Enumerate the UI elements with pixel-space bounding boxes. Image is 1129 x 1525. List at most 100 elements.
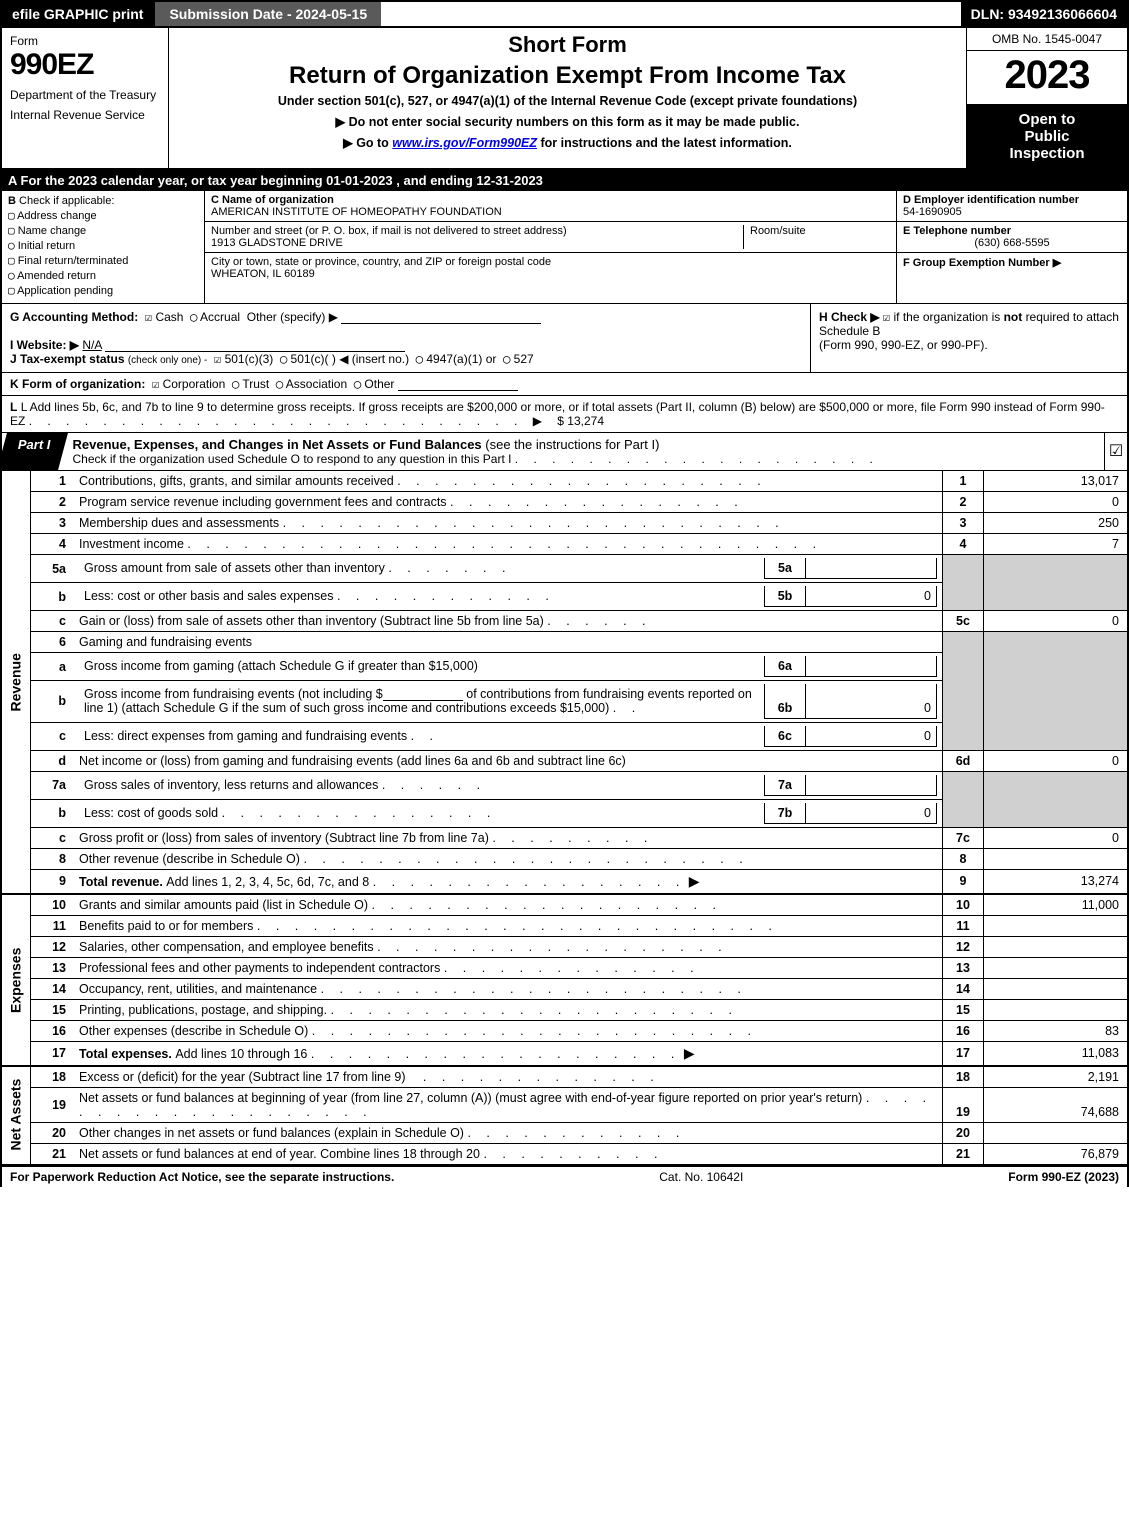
website-blank: [105, 339, 405, 352]
j-sub: (check only one) -: [128, 355, 207, 366]
l7c-n: c: [31, 827, 75, 848]
i-label: I Website: ▶: [10, 338, 79, 352]
page-footer: For Paperwork Reduction Act Notice, see …: [0, 1165, 1129, 1187]
chk-final-return[interactable]: ▢ Final return/terminated: [8, 254, 198, 267]
l7b-t: Less: cost of goods sold . . . . . . . .…: [74, 799, 943, 827]
l12-t: Salaries, other compensation, and employ…: [74, 936, 943, 957]
l4-v: 7: [984, 534, 1129, 555]
chk-name-change[interactable]: ▢ Name change: [8, 224, 198, 237]
l-dots: . . . . . . . . . . . . . . . . . . . . …: [29, 414, 558, 428]
l6c-n: c: [31, 722, 75, 750]
website-value: N/A: [82, 338, 101, 352]
l12-n: 12: [31, 936, 75, 957]
chk-527[interactable]: ◯: [503, 352, 510, 366]
goto-note: Go to www.irs.gov/Form990EZ for instruct…: [177, 135, 958, 150]
row-g-h: G Accounting Method: ☑ Cash ◯ Accrual Ot…: [0, 304, 1129, 373]
open-l2: Public: [971, 128, 1123, 145]
chk-other-org[interactable]: ◯: [354, 377, 361, 391]
l5a-n: 5a: [31, 555, 75, 583]
l3-n: 3: [31, 513, 75, 534]
expenses-tag: Expenses: [1, 894, 31, 1066]
l13-ln: 13: [943, 957, 984, 978]
l3-v: 250: [984, 513, 1129, 534]
b-title: Check if applicable:: [19, 195, 114, 207]
part1-schedule-o-check[interactable]: ☑: [1104, 433, 1127, 470]
chk-assoc[interactable]: ◯: [276, 377, 283, 391]
h-pre: H Check ▶: [819, 310, 883, 324]
l8-t: Other revenue (describe in Schedule O) .…: [74, 848, 943, 869]
l6d-v: 0: [984, 750, 1129, 771]
l19-v: 74,688: [984, 1087, 1129, 1122]
tax-year: 2023: [967, 51, 1127, 105]
l3-t: Membership dues and assessments . . . . …: [74, 513, 943, 534]
l19-n: 19: [31, 1087, 75, 1122]
info-grid: B Check if applicable: ▢ Address change …: [0, 191, 1129, 304]
l6b-n: b: [31, 681, 75, 723]
chk-amended-return[interactable]: ◯ Amended return: [8, 269, 198, 282]
section-a-bar: A For the 2023 calendar year, or tax yea…: [0, 170, 1129, 191]
l14-ln: 14: [943, 978, 984, 999]
org-name: AMERICAN INSTITUTE OF HOMEOPATHY FOUNDAT…: [211, 206, 502, 218]
chk-4947[interactable]: ◯: [416, 352, 423, 366]
chk-accrual[interactable]: ◯: [190, 310, 197, 324]
l16-v: 83: [984, 1020, 1129, 1041]
l3-ln: 3: [943, 513, 984, 534]
l12-v: [984, 936, 1129, 957]
l1-n: 1: [31, 471, 75, 492]
j-label: J Tax-exempt status: [10, 352, 125, 366]
l2-t: Program service revenue including govern…: [74, 492, 943, 513]
l9-n: 9: [31, 869, 75, 894]
form-header: Form 990EZ Department of the Treasury In…: [0, 28, 1129, 170]
chk-application-pending[interactable]: ▢ Application pending: [8, 284, 198, 297]
other-label: Other (specify) ▶: [247, 310, 338, 324]
chk-initial-return[interactable]: ◯ Initial return: [8, 239, 198, 252]
l6a-n: a: [31, 653, 75, 681]
l13-n: 13: [31, 957, 75, 978]
part1-table: Revenue 1 Contributions, gifts, grants, …: [0, 471, 1129, 1165]
netassets-tag: Net Assets: [1, 1066, 31, 1165]
chk-501c3[interactable]: ☑: [214, 352, 221, 366]
l15-ln: 15: [943, 999, 984, 1020]
dln-label: DLN: 93492136066604: [961, 2, 1127, 26]
revenue-tag: Revenue: [1, 471, 31, 894]
l11-v: [984, 915, 1129, 936]
irs-link[interactable]: www.irs.gov/Form990EZ: [392, 136, 537, 150]
part1-title: Revenue, Expenses, and Changes in Net As…: [73, 433, 1104, 470]
l11-t: Benefits paid to or for members . . . . …: [74, 915, 943, 936]
other-blank[interactable]: [341, 311, 541, 324]
row-l: L L Add lines 5b, 6c, and 7b to line 9 t…: [0, 396, 1129, 433]
ssn-warning: Do not enter social security numbers on …: [177, 114, 958, 129]
k-other-blank[interactable]: [398, 378, 518, 391]
l6-t: Gaming and fundraising events: [74, 632, 943, 653]
chk-cash[interactable]: ☑: [145, 310, 152, 324]
l1-v: 13,017: [984, 471, 1129, 492]
l10-n: 10: [31, 894, 75, 916]
h-t4: (Form 990, 990-EZ, or 990-PF).: [819, 338, 988, 352]
chk-address-change[interactable]: ▢ Address change: [8, 209, 198, 222]
form-number: 990EZ: [10, 48, 160, 82]
l5c-n: c: [31, 611, 75, 632]
c-street-label: Number and street (or P. O. box, if mail…: [211, 225, 743, 237]
chk-corp[interactable]: ☑: [152, 377, 159, 391]
chk-501c[interactable]: ◯: [280, 352, 287, 366]
l5c-t: Gain or (loss) from sale of assets other…: [74, 611, 943, 632]
l19-ln: 19: [943, 1087, 984, 1122]
open-l3: Inspection: [971, 145, 1123, 162]
chk-h[interactable]: ☑: [883, 310, 890, 324]
l2-n: 2: [31, 492, 75, 513]
open-to-public: Open to Public Inspection: [967, 105, 1127, 168]
l2-ln: 2: [943, 492, 984, 513]
l10-v: 11,000: [984, 894, 1129, 916]
chk-trust[interactable]: ◯: [232, 377, 239, 391]
phone-value: (630) 668-5595: [903, 237, 1121, 249]
l20-v: [984, 1122, 1129, 1143]
efile-print-label[interactable]: efile GRAPHIC print: [2, 2, 153, 26]
l14-v: [984, 978, 1129, 999]
l7c-v: 0: [984, 827, 1129, 848]
l9-t: Total revenue. Add lines 1, 2, 3, 4, 5c,…: [74, 869, 943, 894]
box-c: C Name of organization AMERICAN INSTITUT…: [205, 191, 897, 303]
l4-t: Investment income . . . . . . . . . . . …: [74, 534, 943, 555]
subtitle: Under section 501(c), 527, or 4947(a)(1)…: [177, 94, 958, 108]
l6d-t: Net income or (loss) from gaming and fun…: [74, 750, 943, 771]
l8-ln: 8: [943, 848, 984, 869]
